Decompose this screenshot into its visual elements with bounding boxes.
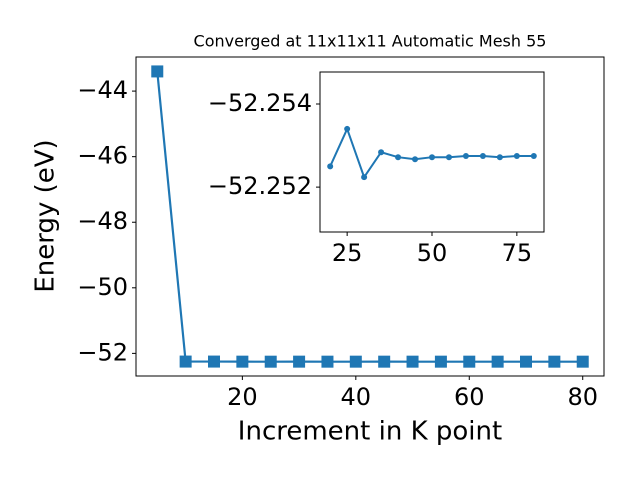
marker (513, 152, 520, 159)
marker (378, 149, 385, 156)
x-tick-label: 75 (502, 239, 533, 267)
marker (412, 156, 419, 163)
marker (548, 355, 561, 368)
x-tick-label: 60 (454, 383, 485, 411)
marker (208, 355, 220, 368)
x-tick-label: 80 (567, 383, 598, 411)
marker (395, 154, 402, 161)
marker (479, 152, 486, 159)
line (156, 71, 583, 363)
y-tick-label: −52 (77, 338, 128, 366)
x-tick-label: 20 (227, 383, 258, 411)
marker (151, 65, 164, 78)
marker (236, 355, 249, 368)
marker (361, 174, 368, 181)
marker (429, 154, 435, 161)
marker (179, 355, 192, 368)
x-tick-label: 40 (341, 383, 372, 411)
marker (344, 125, 351, 132)
marker (378, 355, 391, 368)
marker (349, 355, 362, 368)
y-tick-label: −52.254 (208, 89, 312, 117)
marker (445, 154, 452, 161)
marker (293, 355, 306, 368)
marker (321, 355, 334, 368)
marker (406, 355, 419, 368)
marker (434, 355, 447, 368)
y-axis-label: Energy (eV) (31, 139, 61, 292)
marker (576, 355, 589, 368)
x-tick-label: 50 (417, 239, 448, 267)
marker (264, 355, 277, 368)
y-tick-label: −52.252 (208, 172, 312, 200)
marker (462, 152, 469, 159)
x-tick-label: 25 (332, 239, 363, 267)
y-tick-label: −48 (77, 207, 128, 235)
y-tick-label: −46 (77, 142, 128, 170)
y-tick-label: −50 (77, 273, 128, 301)
plot-area (319, 71, 545, 233)
marker (327, 163, 334, 170)
marker (496, 154, 503, 161)
chart-title: Converged at 11x11x11 Automatic Mesh 55 (194, 32, 547, 51)
y-tick-label: −44 (77, 76, 128, 104)
x-axis-label: Increment in K point (238, 417, 502, 447)
marker (491, 355, 504, 368)
marker (463, 355, 476, 368)
marker (520, 355, 532, 368)
marker (530, 152, 537, 159)
